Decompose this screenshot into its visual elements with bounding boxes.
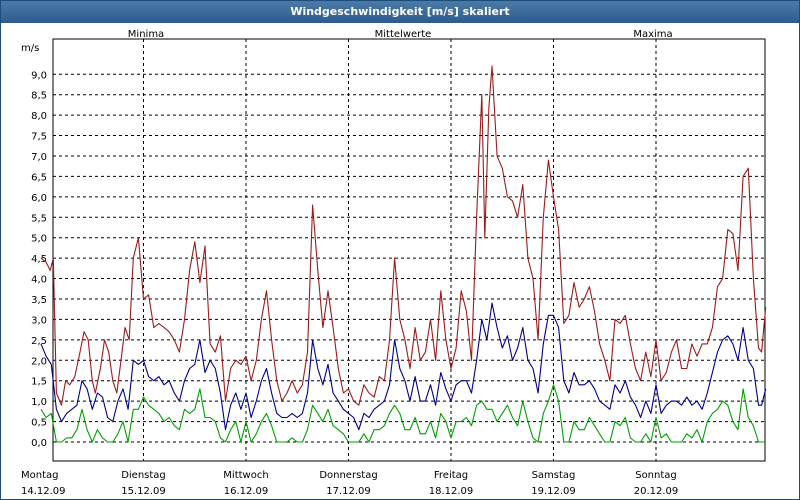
vertical-gridlines bbox=[143, 39, 657, 461]
y-tick-label: 5,0 bbox=[31, 234, 47, 245]
series-minima-line bbox=[40, 384, 766, 443]
y-tick-label: 2,5 bbox=[31, 336, 47, 347]
y-axis-ticks: 0,0 0,5 1,0 1,5 2,0 2,5 3,0 3,5 4,0 4,5 5,0 5,5 6,0 6… bbox=[31, 70, 47, 449]
y-tick-label: 0,5 bbox=[31, 418, 47, 429]
series-mittelwerte-line bbox=[40, 302, 767, 431]
y-tick-label: 5,5 bbox=[31, 213, 47, 224]
y-tick-label: 6,0 bbox=[31, 193, 47, 204]
y-tick-label: 8,5 bbox=[31, 91, 47, 102]
x-tick-date: 19.12.09 bbox=[531, 486, 576, 497]
plot-area bbox=[52, 38, 766, 462]
x-tick-date: 18.12.09 bbox=[429, 486, 474, 497]
x-axis-ticks: Montag 14.12.09 Dienstag 15.12.09 Mittwoch 16… bbox=[21, 470, 678, 497]
y-tick-label: 4,0 bbox=[31, 275, 47, 286]
y-tick-label: 1,5 bbox=[31, 377, 47, 388]
series-maxima-line bbox=[40, 65, 767, 406]
legend-minima: Minima bbox=[128, 29, 164, 40]
x-tick-date: 20.12.09 bbox=[634, 486, 679, 497]
x-tick-day: Mittwoch bbox=[223, 470, 268, 481]
x-tick-date: 15.12.09 bbox=[121, 486, 166, 497]
x-tick-day: Sonntag bbox=[635, 470, 677, 481]
y-tick-label: 9,0 bbox=[31, 70, 47, 81]
y-axis-label: m/s bbox=[21, 43, 39, 54]
y-tick-label: 8,0 bbox=[31, 111, 47, 122]
x-tick-day: Donnerstag bbox=[319, 470, 377, 481]
y-tick-label: 7,0 bbox=[31, 152, 47, 163]
y-tick-label: 4,5 bbox=[31, 254, 47, 265]
horizontal-gridlines bbox=[53, 73, 765, 443]
y-tick-label: 2,0 bbox=[31, 356, 47, 367]
x-tick-day: Freitag bbox=[434, 470, 468, 481]
series-lines bbox=[40, 65, 767, 443]
y-tick-label: 1,0 bbox=[31, 397, 47, 408]
legend-mittelwerte: Mittelwerte bbox=[375, 29, 432, 40]
y-tick-label: 6,5 bbox=[31, 172, 47, 183]
y-tick-label: 7,5 bbox=[31, 132, 47, 143]
legend-maxima: Maxima bbox=[633, 29, 672, 40]
y-tick-label: 3,0 bbox=[31, 315, 47, 326]
x-tick-date: 14.12.09 bbox=[21, 486, 66, 497]
x-tick-day: Dienstag bbox=[121, 470, 166, 481]
x-tick-date: 16.12.09 bbox=[224, 486, 269, 497]
window-title: Windgeschwindigkeit [m/s] skaliert bbox=[1, 1, 799, 23]
y-tick-label: 3,5 bbox=[31, 295, 47, 306]
x-tick-day: Montag bbox=[21, 470, 58, 481]
x-tick-day: Samstag bbox=[532, 470, 576, 481]
y-tick-label: 0,0 bbox=[31, 438, 47, 449]
x-tick-date: 17.12.09 bbox=[326, 486, 371, 497]
